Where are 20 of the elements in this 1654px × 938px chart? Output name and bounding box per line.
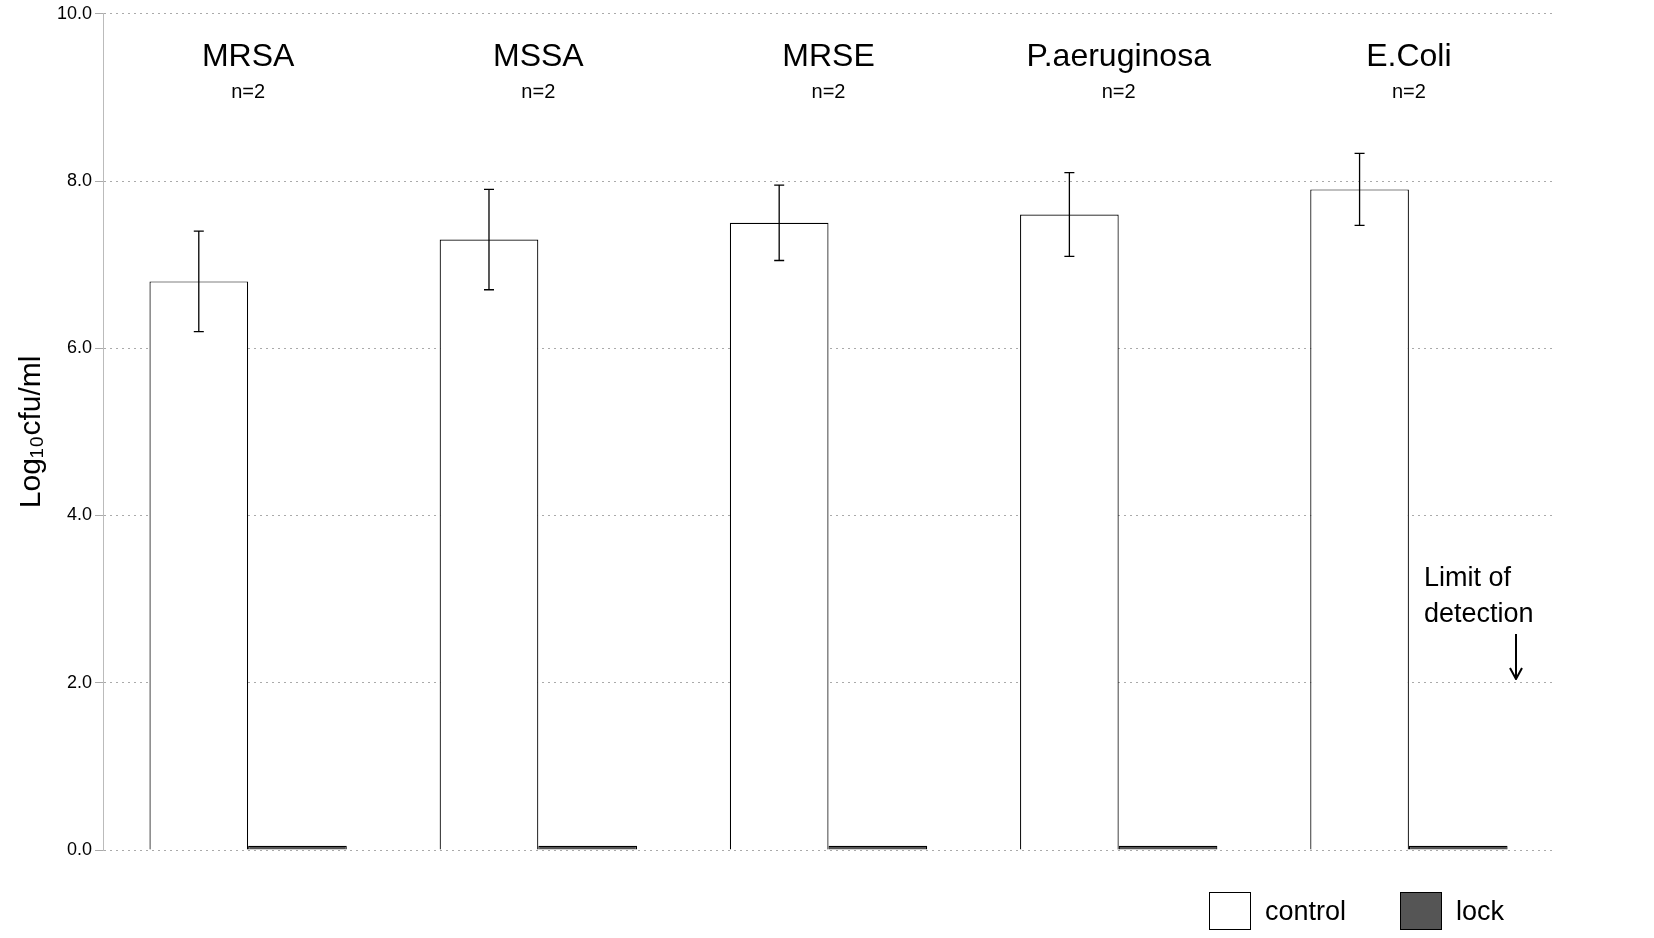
x-tick-label: P.aeruginosa [1026, 36, 1212, 73]
annotation: n=2 [1101, 79, 1136, 102]
annotation: n=2 [811, 79, 846, 102]
y-tick-label: 4.0 [67, 504, 93, 525]
x-tick-label: MSSA [492, 36, 585, 73]
annotation: n=2 [521, 79, 556, 102]
y-tick-label: 10.0 [56, 2, 93, 23]
x-tick-label: MRSE [782, 36, 875, 73]
series-label: control [1264, 895, 1346, 927]
y-tick-label: 6.0 [67, 337, 93, 358]
x-tick-label: E.Coli [1366, 36, 1452, 73]
x-tick-label: MRSA [201, 36, 296, 73]
legend-label: lock [1455, 895, 1504, 927]
y-tick-label: 8.0 [67, 170, 93, 191]
annotation: n=2 [231, 79, 266, 102]
y-tick-label: 2.0 [67, 671, 93, 692]
annotation: n=2 [1391, 79, 1426, 102]
y-tick-label: 0.0 [67, 838, 93, 859]
annotation: Limit of detection [1424, 561, 1534, 628]
y-axis-title: Log₁₀cfu/ml [13, 355, 47, 509]
